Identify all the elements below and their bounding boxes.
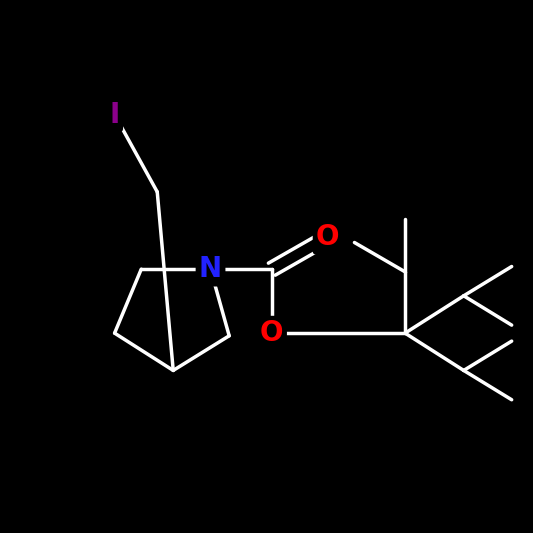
Text: N: N bbox=[199, 255, 222, 283]
Text: O: O bbox=[316, 223, 340, 251]
Text: I: I bbox=[109, 101, 120, 128]
Text: O: O bbox=[260, 319, 284, 347]
